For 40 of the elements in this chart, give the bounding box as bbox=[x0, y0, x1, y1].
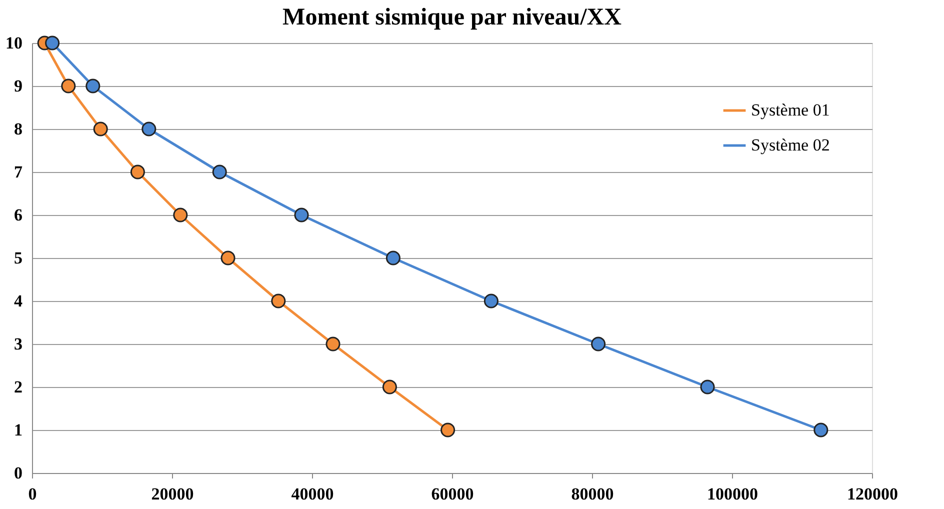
x-tick-label: 0 bbox=[28, 484, 37, 504]
point bbox=[591, 336, 606, 352]
y-tick-label: 7 bbox=[14, 162, 23, 182]
y-tick-label: 6 bbox=[14, 206, 22, 224]
x-tick-label: 40000 bbox=[291, 484, 334, 504]
chart-title: Moment sismique par niveau/XX bbox=[282, 4, 622, 30]
point bbox=[93, 122, 108, 136]
y-tick-label: 3 bbox=[14, 334, 22, 354]
point bbox=[86, 78, 100, 94]
point bbox=[61, 78, 76, 94]
point bbox=[142, 122, 156, 136]
point bbox=[271, 294, 286, 308]
point bbox=[45, 36, 60, 50]
x-tick-label: 80000 bbox=[571, 484, 614, 504]
point bbox=[382, 380, 397, 394]
y-tick-label: 9 bbox=[14, 76, 22, 96]
point bbox=[484, 294, 498, 308]
y-tick-label: 8 bbox=[14, 120, 22, 138]
point bbox=[130, 164, 145, 180]
point bbox=[440, 422, 456, 438]
y-tick-label: 2 bbox=[14, 378, 22, 396]
point bbox=[386, 250, 400, 266]
point bbox=[173, 208, 188, 222]
y-tick-label: 10 bbox=[6, 34, 22, 52]
legend-label: Système 01 bbox=[751, 100, 830, 120]
point bbox=[220, 250, 236, 266]
x-tick-label: 120000 bbox=[847, 484, 898, 504]
point bbox=[814, 422, 828, 438]
x-tick-label: 100000 bbox=[707, 484, 758, 504]
point bbox=[212, 164, 227, 180]
point bbox=[700, 380, 715, 394]
point bbox=[326, 336, 340, 352]
y-tick-label: 5 bbox=[14, 248, 22, 268]
legend-label: Système 02 bbox=[751, 136, 830, 154]
point bbox=[294, 208, 309, 222]
y-tick-label: 4 bbox=[14, 292, 23, 310]
y-tick-label: 1 bbox=[14, 420, 22, 440]
y-tick-label: 0 bbox=[14, 464, 22, 482]
x-tick-label: 20000 bbox=[151, 484, 194, 504]
x-tick-label: 60000 bbox=[431, 484, 474, 504]
